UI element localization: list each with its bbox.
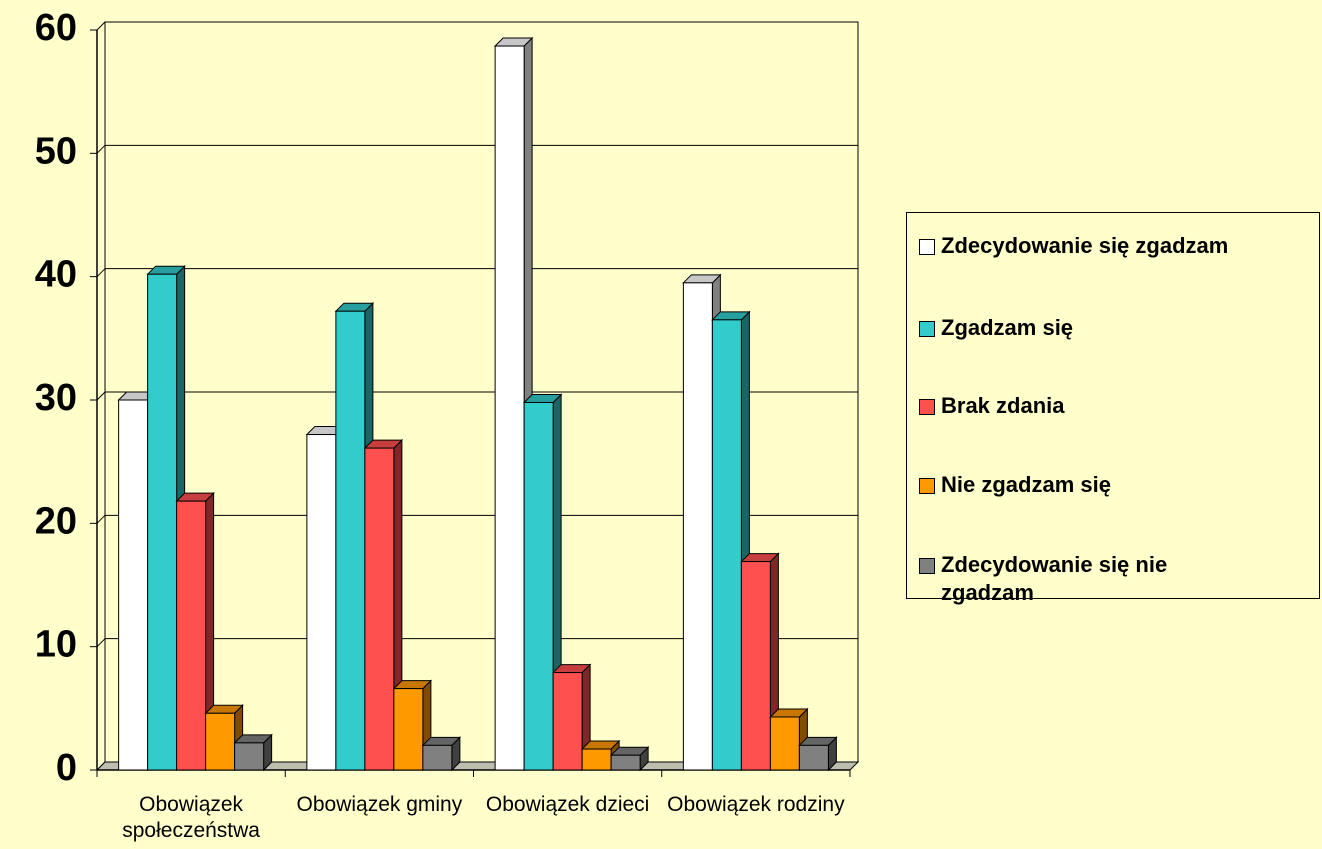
grid-line-side	[96, 514, 106, 524]
legend-item: Nie zgadzam się	[919, 471, 1319, 499]
bar	[494, 45, 525, 771]
legend-swatch	[919, 239, 935, 255]
y-tick-label: 20	[35, 500, 77, 542]
bar	[523, 401, 554, 771]
bar	[581, 748, 612, 771]
bar	[364, 447, 395, 771]
grid-line-side	[96, 144, 106, 154]
bar	[711, 319, 742, 771]
legend-swatch	[919, 321, 935, 337]
legend-item: Zdecydowanie się zgadzam	[919, 232, 1319, 260]
bar	[422, 744, 453, 771]
bar	[740, 561, 771, 771]
legend-swatch	[919, 478, 935, 494]
bar	[682, 282, 713, 771]
bar	[306, 434, 337, 771]
x-tick-label: Obowiązek gminy	[296, 793, 463, 816]
x-tick-label: Obowiązek dzieci	[485, 793, 650, 816]
x-tick-label: Obowiązek społeczeństwa	[122, 793, 260, 842]
legend-item: Zdecydowanie się nie zgadzam	[919, 551, 1319, 607]
grid-line-side	[96, 391, 106, 401]
bar	[176, 500, 207, 771]
bar	[552, 672, 583, 771]
grid-line-side	[96, 638, 106, 648]
legend-label: Zgadzam się	[941, 315, 1074, 340]
legend-item: Brak zdania	[919, 392, 1319, 420]
legend-swatch	[919, 558, 935, 574]
y-tick-label: 40	[35, 254, 77, 296]
bar	[798, 744, 829, 771]
legend-label: Zdecydowanie się zgadzam	[941, 233, 1229, 258]
grid-line-side	[96, 268, 106, 278]
legend-label: Brak zdania	[941, 393, 1065, 418]
bar	[335, 310, 366, 771]
legend-label: Nie zgadzam się	[941, 472, 1111, 497]
y-tick-label: 60	[35, 7, 77, 49]
bar	[393, 688, 424, 771]
bar	[610, 754, 641, 771]
legend-label: Zdecydowanie się nie zgadzam	[941, 552, 1168, 605]
grid-line-side	[96, 21, 106, 31]
legend: Zdecydowanie się zgadzam Zgadzam się Brak …	[906, 212, 1320, 605]
legend-swatch	[919, 399, 935, 415]
bar	[118, 399, 149, 771]
y-tick-label: 50	[35, 130, 77, 172]
bar	[147, 273, 178, 771]
legend-item: Zgadzam się	[919, 314, 1319, 342]
bar	[205, 712, 236, 771]
bar	[234, 742, 265, 771]
y-tick-label: 30	[35, 377, 77, 419]
bar	[769, 716, 800, 771]
x-tick-label: Obowiązek rodziny	[667, 793, 845, 816]
y-tick-label: 10	[35, 624, 77, 666]
y-tick-label: 0	[56, 747, 77, 789]
